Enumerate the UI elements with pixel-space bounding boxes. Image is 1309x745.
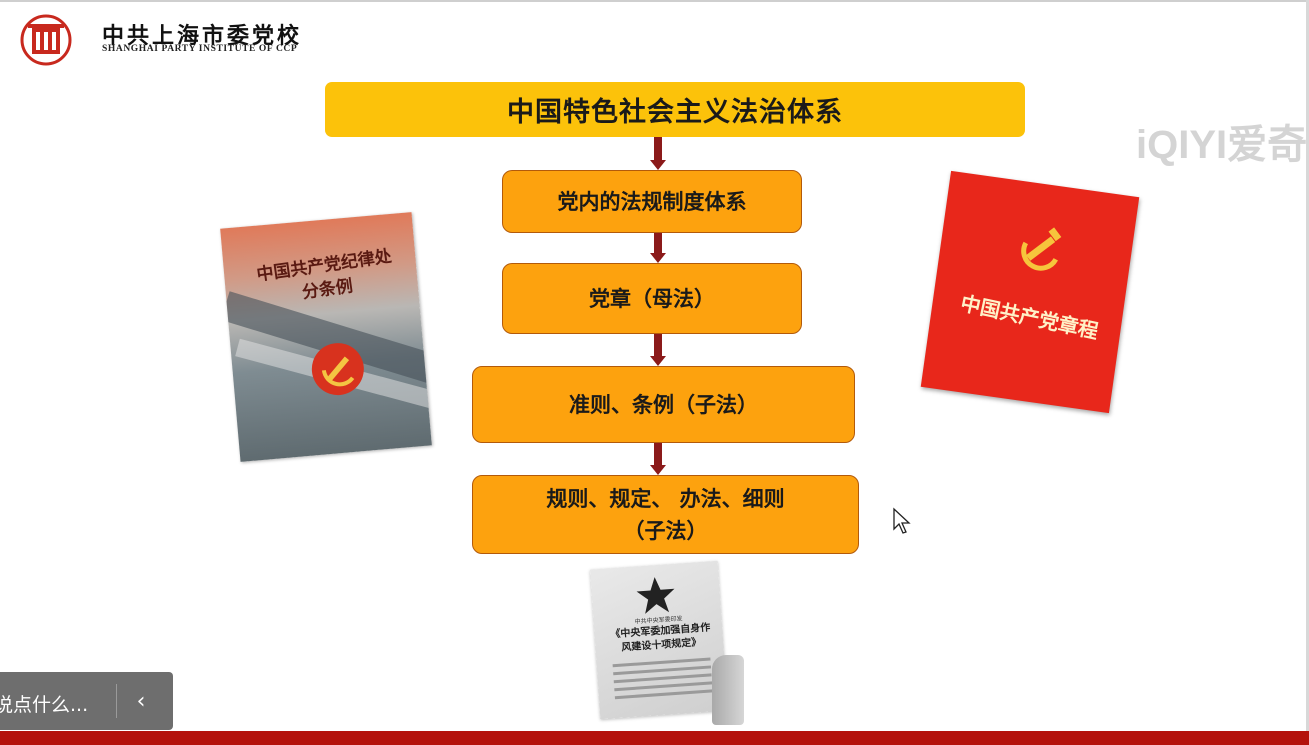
flow-node-label: 党章（母法） (589, 285, 715, 311)
flow-node-label: 党内的法规制度体系 (557, 188, 747, 214)
mouse-cursor-icon (893, 507, 911, 534)
video-watermark: iQIYI爱奇 (1136, 123, 1308, 167)
flow-node-rules-provisions: 规则、规定、 办法、细则 （子法） (472, 475, 859, 554)
comment-bar[interactable]: 说点什么... ‹ (0, 672, 173, 730)
flow-node-party-regulation-system: 党内的法规制度体系 (502, 170, 802, 233)
flow-arrow (650, 334, 666, 366)
military-regulation-document: 中共中央军委印发 《中央军委加强自身作风建设十项规定》 (589, 560, 729, 720)
flow-node-label: 规则、规定、 办法、细则 (546, 485, 785, 511)
chevron-left-icon[interactable]: ‹ (136, 688, 146, 714)
military-star-icon (636, 577, 675, 614)
bottom-accent-bar (0, 731, 1309, 745)
hand-image (712, 655, 744, 725)
comment-divider (116, 684, 117, 718)
book-title: 中国共产党章程 (958, 290, 1101, 344)
flow-arrow (650, 137, 666, 170)
flow-arrow (650, 443, 666, 475)
flow-node-label-sub: （子法） (623, 517, 708, 543)
flow-top-box: 中国特色社会主义法治体系 (325, 82, 1025, 137)
document-title: 《中央军委加强自身作风建设十项规定》 (610, 622, 711, 654)
institute-name-en: SHANGHAI PARTY INSTITUTE OF CCP (102, 44, 298, 54)
institute-name-cn: 中共上海市委党校 (102, 24, 303, 49)
comment-input[interactable]: 说点什么... (0, 694, 89, 716)
flow-node-party-constitution: 党章（母法） (502, 263, 802, 334)
institute-logo-icon (20, 14, 72, 66)
document-body-text (612, 657, 714, 704)
flow-node-label: 准则、条例（子法） (569, 391, 758, 417)
frame-right-border (1306, 0, 1309, 745)
hammer-sickle-icon (311, 343, 364, 396)
hammer-sickle-icon (1021, 227, 1062, 271)
discipline-regulations-book: 中国共产党纪律处分条例 (220, 212, 432, 462)
party-constitution-book: 中国共产党章程 (920, 170, 1140, 414)
frame-top-border (0, 0, 1309, 2)
flow-node-guidelines-regulations: 准则、条例（子法） (472, 366, 855, 443)
flow-arrow (650, 233, 666, 263)
book-title: 中国共产党纪律处分条例 (255, 246, 393, 304)
